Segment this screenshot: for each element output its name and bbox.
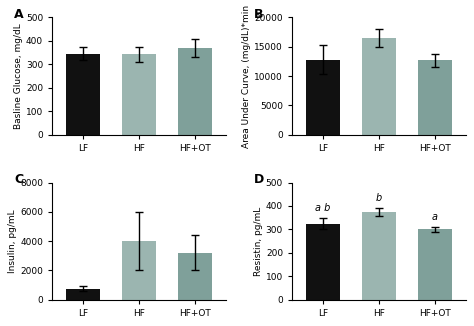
- Bar: [306, 224, 340, 300]
- Bar: [178, 253, 212, 300]
- Text: a b: a b: [315, 203, 330, 213]
- Text: A: A: [14, 8, 24, 21]
- Bar: [418, 230, 452, 300]
- Bar: [66, 54, 100, 135]
- Y-axis label: Resistin, pg/mL: Resistin, pg/mL: [254, 206, 263, 276]
- Bar: [122, 54, 156, 135]
- Bar: [362, 212, 396, 300]
- Text: C: C: [14, 173, 23, 186]
- Bar: [178, 48, 212, 135]
- Bar: [306, 60, 340, 135]
- Bar: [122, 241, 156, 300]
- Y-axis label: Basline Glucose, mg/dL: Basline Glucose, mg/dL: [14, 23, 23, 129]
- Bar: [66, 289, 100, 300]
- Y-axis label: Area Under Curve, (mg/dL)*min: Area Under Curve, (mg/dL)*min: [243, 5, 252, 148]
- Bar: [362, 38, 396, 135]
- Bar: [418, 60, 452, 135]
- Text: D: D: [254, 173, 264, 186]
- Text: b: b: [376, 193, 382, 203]
- Y-axis label: Insulin, pg/mL: Insulin, pg/mL: [9, 209, 18, 273]
- Text: B: B: [254, 8, 264, 21]
- Text: a: a: [432, 212, 438, 222]
